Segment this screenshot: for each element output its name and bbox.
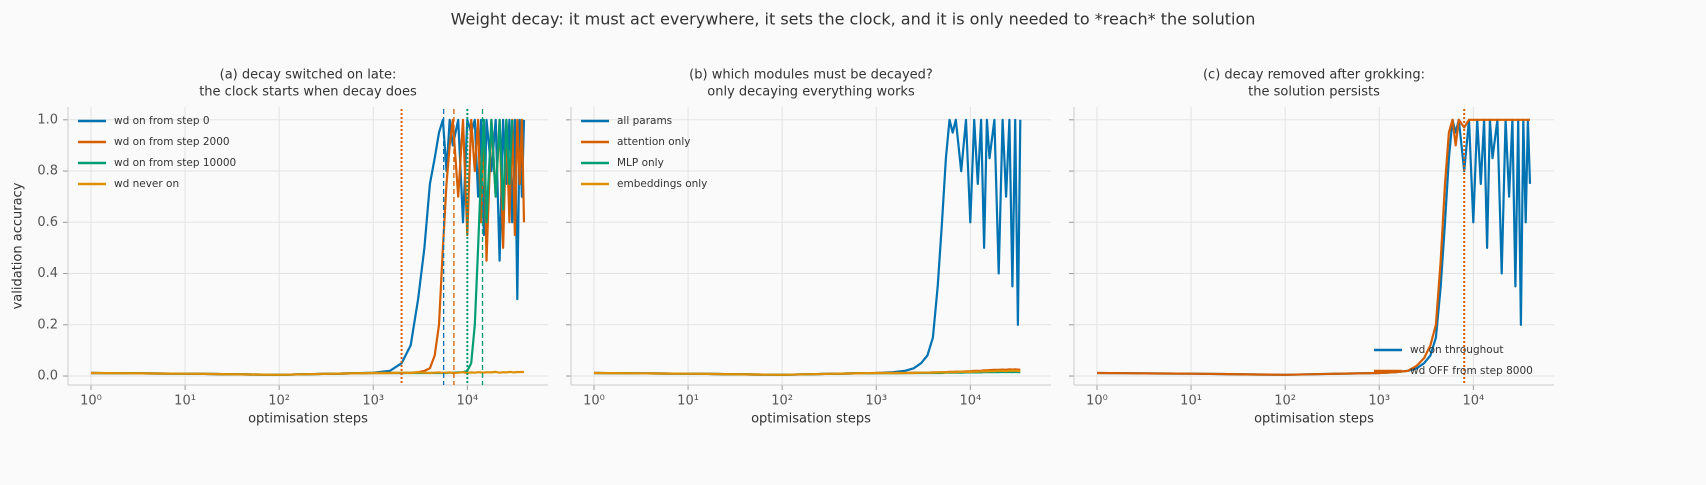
legend-label: wd on from step 10000: [114, 157, 236, 169]
legend-label: attention only: [617, 136, 690, 148]
subplot-title: only decaying everything works: [707, 85, 915, 100]
y-tick-label: 0.4: [37, 266, 58, 281]
x-tick-label: 10²: [771, 394, 793, 409]
x-axis-label: optimisation steps: [751, 412, 871, 427]
x-tick-label: 10⁴: [456, 394, 478, 409]
figure-title: Weight decay: it must act everywhere, it…: [451, 10, 1256, 29]
legend-label: MLP only: [617, 157, 664, 169]
y-tick-label: 0.8: [37, 164, 58, 179]
legend-label: wd on from step 0: [114, 115, 210, 127]
x-tick-label: 10¹: [174, 394, 196, 409]
y-tick-label: 0.6: [37, 215, 58, 230]
legend-label: wd on throughout: [1410, 344, 1503, 356]
subplot-title: the solution persists: [1248, 85, 1380, 100]
x-tick-label: 10²: [1274, 394, 1296, 409]
series-line: [593, 369, 1021, 376]
legend-label: wd OFF from step 8000: [1410, 365, 1533, 377]
x-axis-label: optimisation steps: [1254, 412, 1374, 427]
subplot-title: the clock starts when decay does: [199, 85, 417, 100]
y-tick-label: 0.2: [37, 317, 58, 332]
x-tick-label: 10¹: [1180, 394, 1202, 409]
legend-label: wd on from step 2000: [114, 136, 230, 148]
y-tick-label: 0.0: [37, 369, 58, 384]
x-tick-label: 10⁴: [959, 394, 981, 409]
y-tick-label: 1.0: [37, 112, 58, 127]
series-line: [1096, 118, 1530, 376]
x-tick-label: 10¹: [677, 394, 699, 409]
x-tick-label: 10⁰: [80, 394, 102, 409]
subplot-title: (a) decay switched on late:: [220, 68, 397, 83]
legend-label: embeddings only: [617, 178, 707, 190]
x-axis-label: optimisation steps: [248, 412, 368, 427]
x-tick-label: 10³: [865, 394, 887, 409]
legend-label: all params: [617, 115, 672, 127]
x-tick-label: 10⁰: [1086, 394, 1108, 409]
x-tick-label: 10³: [362, 394, 384, 409]
x-tick-label: 10³: [1368, 394, 1390, 409]
legend-label: wd never on: [114, 178, 179, 190]
x-tick-label: 10⁰: [583, 394, 605, 409]
y-axis-label: validation accuracy: [11, 182, 26, 309]
x-tick-label: 10²: [268, 394, 290, 409]
series-line: [90, 370, 525, 376]
subplot-title: (c) decay removed after grokking:: [1203, 68, 1425, 83]
x-tick-label: 10⁴: [1462, 394, 1484, 409]
subplot-title: (b) which modules must be decayed?: [689, 68, 933, 83]
